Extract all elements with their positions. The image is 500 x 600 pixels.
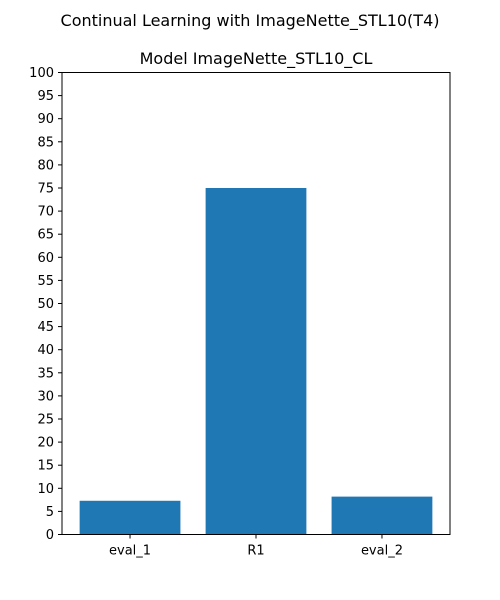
bar-eval_1 [79, 500, 181, 535]
bars-group [79, 188, 433, 535]
y-tick-label: 60 [37, 251, 54, 266]
y-tick-label: 15 [37, 459, 54, 474]
y-axis-ticks: 0 5 10 15 20 25 30 35 40 45 50 55 60 65 70 75 80 85 90 95 10… [29, 66, 62, 543]
y-tick-label: 45 [37, 320, 54, 335]
chart-title: Model ImageNette_STL10_CL [140, 49, 373, 69]
y-tick-label: 35 [37, 366, 54, 381]
figure-suptitle: Continual Learning with ImageNette_STL10… [61, 11, 440, 31]
y-tick-label: 70 [37, 205, 54, 220]
y-tick-label: 40 [37, 343, 54, 358]
bar-R1 [205, 188, 307, 535]
y-tick-label: 95 [37, 89, 54, 104]
y-tick-label: 100 [29, 66, 54, 81]
y-tick-label: 10 [37, 482, 54, 497]
y-tick-label: 85 [37, 135, 54, 150]
y-tick-label: 65 [37, 228, 54, 243]
x-tick-label: eval_2 [361, 544, 403, 559]
y-tick-label: 90 [37, 112, 54, 127]
y-tick-label: 30 [37, 389, 54, 404]
bar-eval_2 [331, 496, 433, 535]
y-tick-label: 80 [37, 158, 54, 173]
y-tick-label: 75 [37, 182, 54, 197]
y-tick-label: 5 [46, 505, 54, 520]
y-tick-label: 25 [37, 413, 54, 428]
x-axis-ticks: eval_1 R1 eval_2 [109, 534, 403, 559]
plot-frame [61, 72, 451, 535]
y-tick-label: 50 [37, 297, 54, 312]
x-tick-label: R1 [247, 544, 264, 559]
y-tick-label: 55 [37, 274, 54, 289]
y-tick-label: 20 [37, 436, 54, 451]
y-tick-label: 0 [46, 528, 54, 543]
x-tick-label: eval_1 [109, 544, 151, 559]
